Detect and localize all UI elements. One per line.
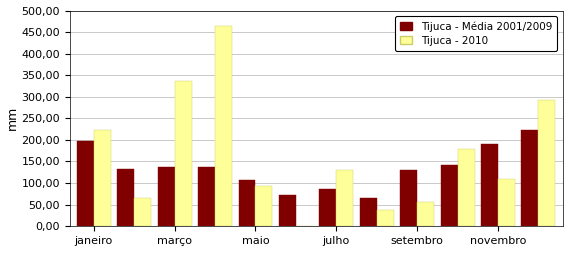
Bar (255, 186, 273, 226)
Bar (481, 144, 498, 226)
Bar (400, 170, 417, 226)
Bar (417, 202, 434, 226)
Bar (521, 130, 538, 226)
Bar (198, 167, 215, 226)
Bar (94, 130, 111, 226)
Bar (320, 189, 336, 226)
Bar (377, 210, 394, 226)
Bar (175, 81, 191, 226)
Bar (538, 100, 555, 226)
Bar (336, 170, 353, 226)
Bar (360, 198, 377, 226)
Bar (458, 149, 474, 226)
Bar (134, 198, 151, 226)
Bar (117, 169, 134, 226)
Bar (498, 179, 515, 226)
Y-axis label: mm: mm (5, 106, 19, 131)
Bar (279, 195, 296, 226)
Legend: Tijuca - Média 2001/2009, Tijuca - 2010: Tijuca - Média 2001/2009, Tijuca - 2010 (395, 16, 557, 51)
Bar (158, 167, 175, 226)
Bar (215, 26, 232, 226)
Bar (238, 180, 255, 226)
Bar (441, 165, 458, 226)
Bar (77, 141, 94, 226)
